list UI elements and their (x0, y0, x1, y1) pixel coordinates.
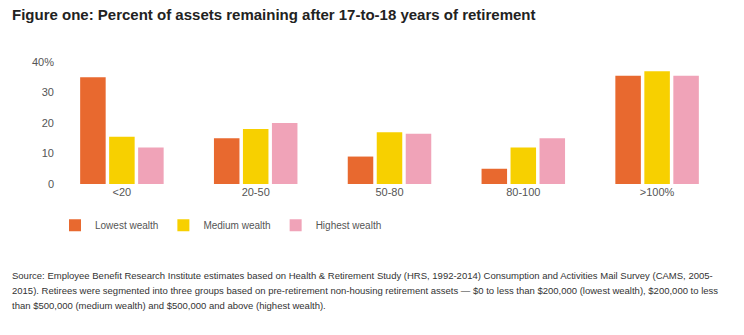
svg-text:Medium wealth: Medium wealth (203, 220, 270, 231)
svg-text:0: 0 (48, 178, 54, 190)
svg-text:Lowest wealth: Lowest wealth (95, 220, 158, 231)
html-text:Source: Employee Benefit Resea: Source: Employee Benefit Research Instit… (12, 270, 718, 311)
svg-text:10: 10 (42, 147, 54, 159)
svg-text:<20: <20 (113, 186, 132, 198)
svg-text:>100%: >100% (640, 186, 675, 198)
svg-text:20-50: 20-50 (242, 186, 270, 198)
svg-text:30: 30 (42, 86, 54, 98)
svg-text:20: 20 (42, 117, 54, 129)
html-text:Figure one: Percent of assets: Figure one: Percent of assets remaining … (12, 6, 536, 23)
svg-text:50-80: 50-80 (375, 186, 403, 198)
svg-text:Highest wealth: Highest wealth (316, 220, 382, 231)
svg-text:40%: 40% (32, 56, 54, 68)
svg-text:80-100: 80-100 (506, 186, 540, 198)
